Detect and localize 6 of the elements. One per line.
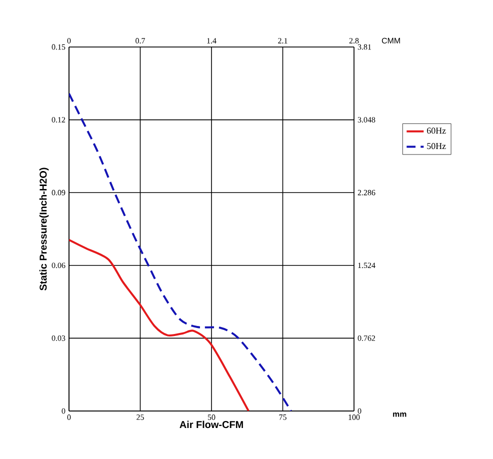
legend-label: 50Hz: [427, 143, 446, 150]
x-axis-title: Air Flow-CFM: [180, 420, 243, 428]
line-series: [69, 92, 292, 411]
line-series: [69, 238, 250, 411]
y-axis-title: Static Pressure(Inch-H2O): [39, 168, 49, 290]
legend-label: 60Hz: [427, 128, 446, 134]
